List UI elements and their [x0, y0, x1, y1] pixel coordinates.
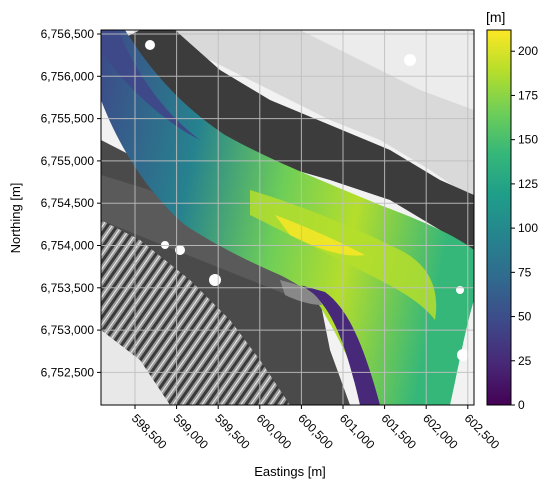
- x-tick-label: 599,000: [170, 411, 211, 452]
- colorbar-ticks: 0 25 50 75 100 125 150 175 200: [511, 44, 538, 412]
- y-axis-title: Northing [m]: [8, 183, 23, 254]
- y-axis: 6,756,500 6,756,000 6,755,500 6,755,000 6,75…: [41, 27, 101, 379]
- nodata-patch: [457, 349, 469, 361]
- glacier-margin-tongue: [300, 285, 380, 405]
- colorbar-unit: [m]: [486, 9, 505, 25]
- y-tick-label: 6,753,000: [41, 323, 95, 337]
- x-tick-label: 600,000: [254, 411, 295, 452]
- colorbar-tick-label: 175: [518, 88, 538, 102]
- terrain-ridge-north: [120, 30, 474, 260]
- nodata-patch: [175, 245, 185, 255]
- y-tick-label: 6,754,000: [41, 239, 95, 253]
- colorbar-tick-label: 75: [518, 265, 532, 279]
- x-tick-label: 601,500: [378, 411, 419, 452]
- map-grid: [101, 30, 474, 405]
- y-tick-label: 6,755,500: [41, 112, 95, 126]
- colorbar-tick-label: 50: [518, 310, 532, 324]
- colorbar-tick-label: 150: [518, 133, 538, 147]
- colorbar-tick-label: 200: [518, 44, 538, 58]
- x-tick-label: 602,500: [462, 411, 503, 452]
- nodata-patch: [145, 40, 155, 50]
- colorbar-tick-label: 25: [518, 354, 532, 368]
- colorbar-tick-label: 0: [518, 398, 525, 412]
- map-frame: [100, 29, 475, 406]
- y-tick-label: 6,756,000: [41, 69, 95, 83]
- colorbar-tick-label: 125: [518, 177, 538, 191]
- y-tick-label: 6,756,500: [41, 27, 95, 41]
- x-axis: 598,500 599,000 599,500 600,000 600,500 601,0…: [129, 405, 503, 452]
- y-tick-label: 6,753,500: [41, 281, 95, 295]
- map-raster: [101, 30, 474, 405]
- colorbar: [486, 29, 512, 406]
- nodata-patch: [209, 274, 221, 286]
- y-tick-label: 6,754,500: [41, 196, 95, 210]
- y-tick-label: 6,752,500: [41, 365, 95, 379]
- glacier-margin-north: [101, 30, 200, 140]
- x-tick-label: 598,500: [129, 411, 170, 452]
- nodata-patch: [456, 286, 464, 294]
- terrain-textured-slope: [101, 220, 290, 405]
- colorbar-tick-label: 100: [518, 221, 538, 235]
- x-tick-label: 599,500: [212, 411, 253, 452]
- nodata-patch: [404, 54, 416, 66]
- y-tick-label: 6,755,000: [41, 154, 95, 168]
- x-tick-label: 600,500: [295, 411, 336, 452]
- x-axis-title: Eastings [m]: [254, 464, 326, 479]
- x-tick-label: 602,000: [420, 411, 461, 452]
- x-tick-label: 601,000: [337, 411, 378, 452]
